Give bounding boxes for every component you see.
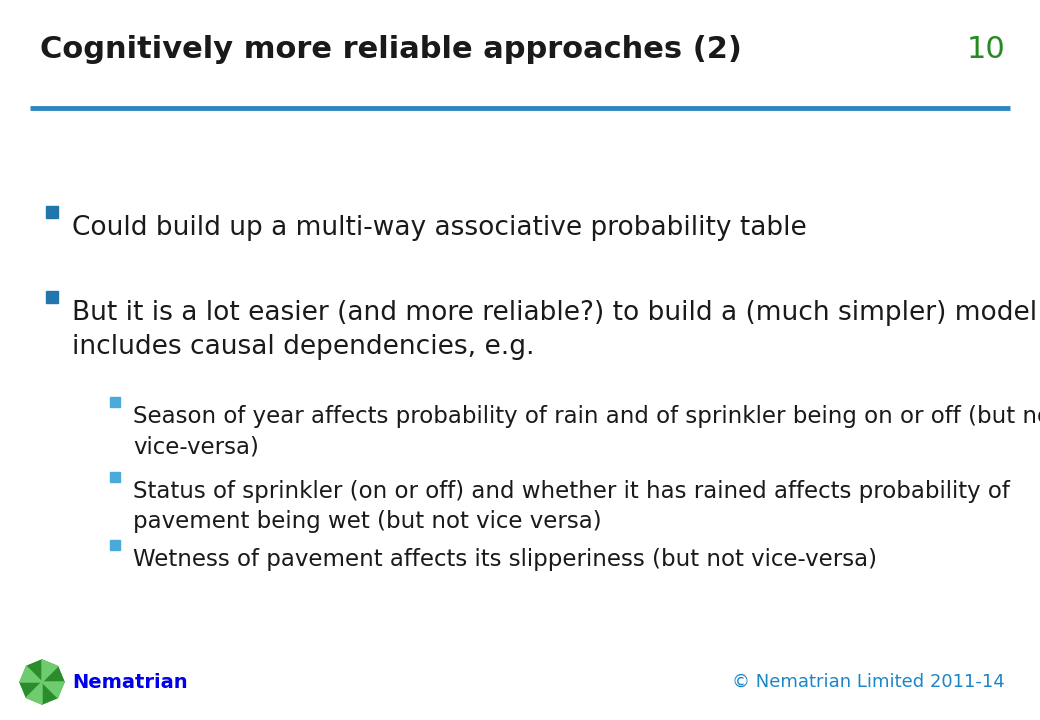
Polygon shape xyxy=(42,667,64,682)
Polygon shape xyxy=(26,660,42,682)
Text: Nematrian: Nematrian xyxy=(72,672,187,691)
Text: Status of sprinkler (on or off) and whether it has rained affects probability of: Status of sprinkler (on or off) and whet… xyxy=(133,480,1010,534)
Polygon shape xyxy=(42,660,57,682)
Polygon shape xyxy=(20,682,42,698)
Text: Wetness of pavement affects its slipperiness (but not vice-versa): Wetness of pavement affects its slipperi… xyxy=(133,548,877,571)
Polygon shape xyxy=(20,667,42,682)
Polygon shape xyxy=(20,660,64,704)
FancyBboxPatch shape xyxy=(46,206,58,218)
Text: Season of year affects probability of rain and of sprinkler being on or off (but: Season of year affects probability of ra… xyxy=(133,405,1040,458)
Text: But it is a lot easier (and more reliable?) to build a (much simpler) model that: But it is a lot easier (and more reliabl… xyxy=(72,300,1040,360)
FancyBboxPatch shape xyxy=(110,397,120,407)
Text: Could build up a multi-way associative probability table: Could build up a multi-way associative p… xyxy=(72,215,807,241)
FancyBboxPatch shape xyxy=(110,472,120,482)
Text: © Nematrian Limited 2011-14: © Nematrian Limited 2011-14 xyxy=(732,673,1005,691)
Text: Cognitively more reliable approaches (2): Cognitively more reliable approaches (2) xyxy=(40,35,742,64)
Polygon shape xyxy=(26,682,42,704)
FancyBboxPatch shape xyxy=(46,291,58,303)
Polygon shape xyxy=(42,682,64,698)
FancyBboxPatch shape xyxy=(110,540,120,550)
Text: 10: 10 xyxy=(966,35,1005,64)
Polygon shape xyxy=(42,682,57,704)
